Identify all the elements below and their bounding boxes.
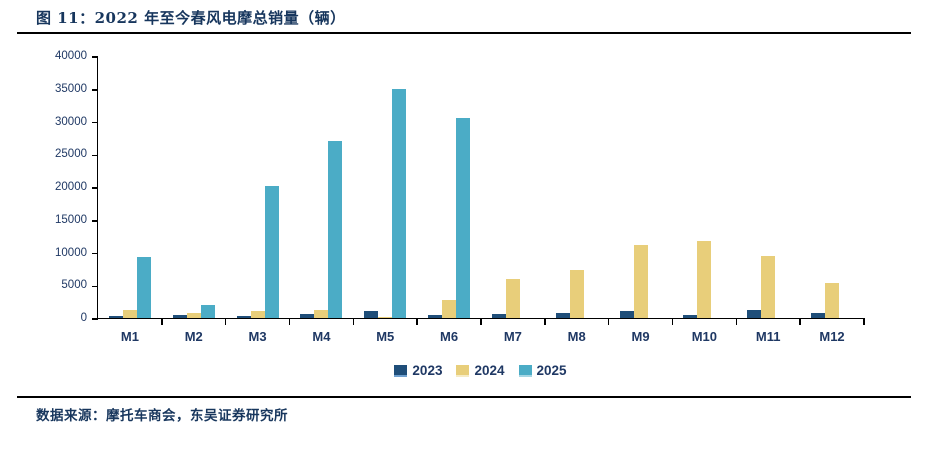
bar-2023-m12 (811, 312, 826, 318)
x-axis-label-m2: M2 (184, 329, 203, 344)
bar-group-m12: M12 (800, 57, 865, 344)
bar-group-m5: M5 (353, 57, 418, 344)
bar-2023-m2 (172, 314, 187, 318)
bar-2025-m1 (136, 257, 151, 318)
x-axis-label-m8: M8 (567, 329, 586, 344)
bar-2024-m4 (314, 309, 329, 318)
bar-2023-m7 (491, 314, 506, 318)
bar-2023-m6 (428, 315, 443, 318)
y-axis-tick-label: 40000 (55, 50, 87, 62)
x-axis-tick (288, 318, 291, 325)
title-divider (17, 32, 911, 34)
x-axis-label-m12: M12 (819, 329, 845, 344)
y-axis-tick-label: 0 (80, 312, 87, 324)
data-source-note: 数据来源：摩托车商会，东吴证券研究所 (36, 408, 288, 424)
bar-group-m7: M7 (481, 57, 546, 344)
y-axis-tick-label: 30000 (55, 115, 87, 128)
legend-swatch-2025 (518, 364, 532, 377)
bar-2024-m6 (442, 300, 457, 318)
bar-2024-m5 (378, 316, 393, 318)
x-axis-tick (480, 318, 482, 325)
x-axis-label-m5: M5 (376, 329, 395, 344)
legend-label-2025: 2025 (536, 363, 567, 378)
bar-2025-m5 (392, 89, 407, 318)
legend-label-2023: 2023 (412, 363, 443, 378)
legend-label-2024: 2024 (474, 363, 505, 378)
bar-2024-m8 (569, 270, 584, 318)
x-axis-label-m9: M9 (631, 329, 650, 344)
y-axis-tick (92, 285, 98, 287)
bar-2024-m3 (250, 311, 265, 318)
bar-group-m9: M9 (609, 57, 674, 344)
x-axis-tick (671, 318, 674, 325)
x-axis-label-m4: M4 (312, 329, 331, 344)
legend-item-2025: 2025 (518, 363, 567, 378)
y-axis-tick-label: 35000 (55, 82, 87, 95)
x-axis-label-m3: M3 (248, 329, 267, 344)
y-axis-tick-label: 10000 (55, 246, 87, 259)
bar-group-m8: M8 (545, 57, 610, 344)
legend-item-2023: 2023 (394, 363, 442, 378)
x-axis-tick (544, 318, 546, 325)
y-axis-tick (92, 252, 98, 255)
footer-divider (17, 396, 911, 398)
x-axis-tick (161, 318, 163, 325)
x-axis-tick (607, 318, 610, 325)
chart-legend: 2023 2024 2025 (97, 363, 864, 378)
bar-2024-m2 (186, 312, 201, 318)
y-axis-tick-label: 5000 (61, 279, 87, 292)
bar-2024-m11 (761, 255, 776, 318)
bar-2025-m3 (264, 185, 279, 318)
bar-2025-m2 (200, 304, 215, 318)
bar-group-m4: M4 (289, 57, 355, 344)
y-axis-tick (92, 121, 98, 124)
y-axis-tick (92, 318, 98, 320)
bar-2023-m8 (555, 312, 570, 318)
bar-2023-m1 (108, 316, 123, 318)
y-axis-tick (92, 154, 98, 156)
bar-group-m10: M10 (672, 57, 738, 344)
bar-group-m1: M1 (98, 57, 163, 344)
bar-2023-m3 (236, 316, 251, 318)
y-axis-tick-label: 15000 (55, 213, 87, 226)
bar-group-m3: M3 (226, 57, 291, 344)
bar-2025-m6 (456, 117, 471, 318)
x-axis-label-m6: M6 (440, 329, 459, 344)
y-axis-tick-label: 25000 (55, 148, 87, 161)
x-axis-tick (735, 318, 738, 325)
x-axis-tick (799, 318, 801, 325)
page-title: 图 11：2022 年至今春风电摩总销量（辆） (36, 9, 346, 27)
bar-2024-m12 (825, 283, 840, 318)
bar-2023-m11 (747, 310, 762, 318)
bar-group-m6: M6 (417, 57, 482, 344)
bar-group-m2: M2 (162, 57, 227, 344)
y-axis-tick (92, 187, 98, 189)
legend-swatch-2023 (394, 364, 408, 377)
bar-2025-m4 (328, 140, 343, 318)
x-axis-tick (863, 318, 865, 325)
x-axis-tick (224, 318, 227, 325)
y-axis-tick (92, 56, 98, 58)
bar-2024-m9 (633, 244, 648, 318)
bar-2023-m9 (619, 311, 634, 318)
bar-2024-m7 (505, 279, 520, 318)
bar-group-m11: M11 (736, 57, 801, 344)
bar-2023-m4 (300, 314, 315, 318)
legend-swatch-2024 (456, 364, 470, 377)
bar-chart-plot-area: 0 5000 10000 15000 20000 25000 30000 35000 40000… (55, 50, 865, 344)
x-axis-tick (416, 318, 418, 325)
x-axis-label-m1: M1 (120, 329, 139, 344)
y-axis-tick (92, 89, 98, 91)
bar-2023-m10 (683, 314, 698, 318)
bar-2023-m5 (364, 311, 379, 318)
legend-item-2024: 2024 (456, 363, 505, 378)
y-axis-tick-label: 20000 (55, 181, 87, 193)
x-axis-tick (352, 318, 355, 325)
x-axis-label-m11: M11 (755, 329, 781, 344)
x-axis-label-m10: M10 (691, 329, 718, 344)
bar-2024-m10 (697, 241, 712, 318)
bar-2024-m1 (122, 309, 137, 318)
y-axis-tick (92, 220, 98, 222)
x-axis-label-m7: M7 (503, 329, 522, 344)
